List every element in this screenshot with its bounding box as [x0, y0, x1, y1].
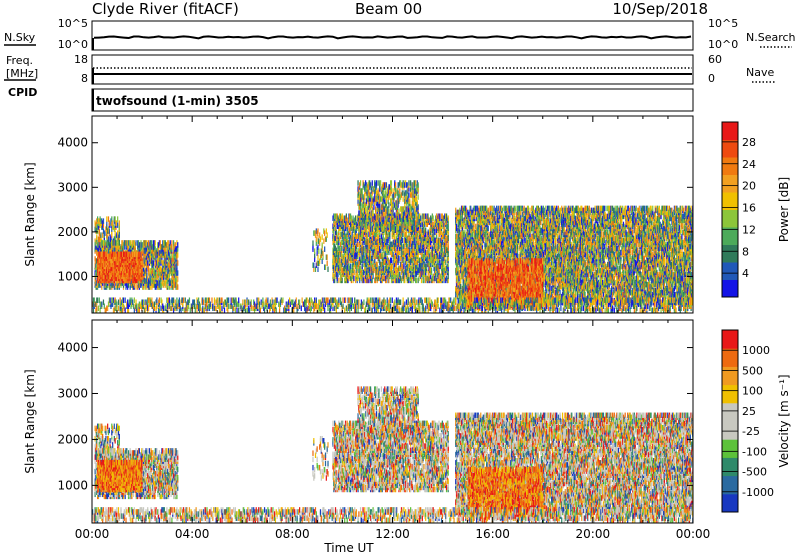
noise-tick-right-bottom: 10^0	[708, 38, 738, 51]
station-title: Clyde River (fitACF)	[92, 0, 239, 18]
noise-search-label: N.Search	[746, 31, 796, 44]
noise-sky-line	[94, 36, 691, 38]
power-cell	[135, 282, 136, 288]
date-title: 10/Sep/2018	[612, 0, 708, 18]
power-cell	[116, 240, 117, 246]
power-cell	[100, 232, 101, 238]
freq-units-label: [MHz]	[6, 67, 38, 80]
noise-tick-left-bottom: 10^0	[58, 38, 88, 51]
power-cell	[95, 240, 96, 246]
power-cell	[103, 218, 104, 224]
beam-title: Beam 00	[355, 0, 422, 18]
power-cell	[119, 240, 120, 246]
radar-figure: Clyde River (fitACF) Beam 00 10/Sep/2018…	[0, 0, 800, 554]
nave-label: Nave	[746, 66, 774, 79]
cpid-panel: twofsound (1-min) 3505	[92, 89, 693, 111]
freq-label: Freq.	[6, 54, 33, 67]
noise-tick-right-top: 10^5	[708, 17, 738, 30]
power-cell	[117, 222, 118, 228]
noise-tick-left-top: 10^5	[58, 17, 88, 30]
power-cell	[109, 228, 110, 234]
noise-panel: N.Sky 10^5 10^0 10^5 10^0 N.Search	[4, 17, 796, 51]
power-cell	[153, 260, 154, 266]
power-cell	[119, 220, 120, 226]
power-cell	[106, 216, 107, 222]
nave-tick-top: 60	[708, 53, 722, 66]
power-cell	[99, 228, 100, 234]
power-cell	[96, 234, 97, 240]
power-cell	[97, 242, 98, 248]
power-cell	[155, 240, 156, 246]
cpid-text: twofsound (1-min) 3505	[96, 94, 259, 108]
power-cell	[104, 230, 105, 236]
power-heatmap	[92, 180, 693, 313]
power-cell	[135, 240, 136, 246]
power-cell	[109, 220, 110, 226]
freq-tick-top: 18	[74, 53, 88, 66]
nave-tick-bottom: 0	[708, 72, 715, 85]
frequency-panel: Freq. [MHz] CPID 18 8 60 0 Nave	[4, 53, 776, 99]
freq-tick-bottom: 8	[81, 72, 88, 85]
noise-sky-label: N.Sky	[4, 31, 36, 44]
power-cell	[117, 216, 118, 222]
cpid-label: CPID	[8, 86, 37, 99]
